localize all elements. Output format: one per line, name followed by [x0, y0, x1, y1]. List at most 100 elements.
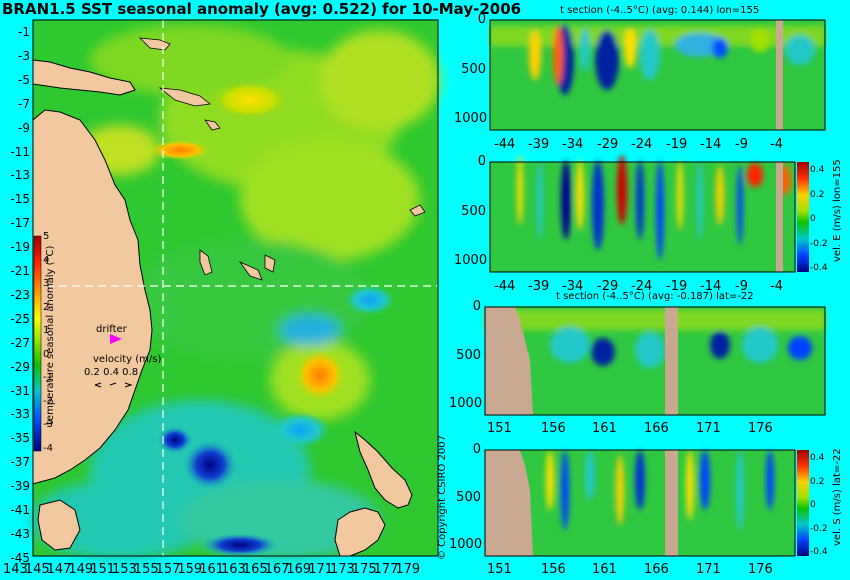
lon-tick-label: 167 [264, 562, 290, 577]
drifter-label: drifter [96, 324, 127, 335]
panel-2-x-tick: -34 [562, 279, 584, 294]
panel-1-x-tick: -29 [597, 137, 619, 152]
panel-4-colorbar-tick: 0.4 [810, 453, 825, 463]
lat-tick-label: -35 [10, 431, 30, 446]
panel-2-x-tick: -44 [494, 279, 516, 294]
lon-tick-label: 179 [395, 562, 421, 577]
lon-tick-label: 151 [90, 562, 116, 577]
panel-4-x-tick: 156 [541, 562, 566, 577]
panel-2-colorbar-tick: -0.2 [810, 238, 828, 249]
colorbar-tick-label: 1 [43, 325, 50, 336]
colorbar-tick-label: -2 [43, 395, 53, 407]
lon-tick-label: 173 [330, 562, 355, 577]
panel-4-colorbar-tick: -0.4 [810, 547, 828, 557]
panel-1-x-tick: -14 [700, 137, 722, 152]
panel-4-x-tick: 161 [592, 562, 617, 577]
colorbar-tick-label: -4 [43, 442, 53, 454]
lat-tick-label: -9 [18, 120, 30, 135]
lat-tick-label: -11 [10, 144, 30, 159]
lat-tick-label: -33 [10, 407, 30, 422]
lon-tick-label: 159 [177, 562, 203, 577]
panel-2-colorbar-tick: 0 [810, 214, 816, 224]
panel-3-x-tick: 156 [541, 421, 566, 436]
lon-tick-label: 169 [286, 562, 312, 577]
lon-tick-label: 153 [112, 562, 137, 577]
lat-tick-label: -45 [10, 550, 30, 565]
lon-tick-label: 143 [3, 562, 28, 577]
lat-tick-label: -5 [18, 72, 30, 87]
panel-4-colorbar-tick: 0 [810, 500, 816, 510]
map-colorbar-label: temperature seasonal anomaly (°C) [45, 245, 56, 425]
panel-4-colorbar [797, 450, 809, 556]
panel-2-x-tick: -24 [631, 279, 653, 294]
panel-2-y-tick: 500 [461, 203, 486, 219]
panel-2-x-tick: -9 [735, 279, 748, 294]
colorbar-tick-label: -1 [43, 372, 53, 383]
lon-tick-label: 165 [242, 562, 268, 577]
panel-2-x-tick: -14 [700, 279, 722, 294]
panel-1-x-tick: -44 [494, 137, 516, 152]
panel-1-x-tick: -39 [528, 137, 550, 152]
lon-tick-label: 155 [133, 562, 159, 577]
panel-4-colorbar-tick: -0.2 [810, 523, 828, 534]
panel-1-x-tick: -24 [631, 137, 653, 152]
lon-tick-label: 157 [155, 562, 181, 577]
panel-2-side-label: vel. E (m/s) lon=155 [832, 159, 843, 262]
land-islands [158, 87, 426, 281]
lon-tick-label: 175 [351, 562, 377, 577]
lat-tick-label: -23 [10, 287, 30, 302]
panel-1-x-tick: -34 [562, 137, 584, 152]
map-colorbar [33, 235, 42, 452]
lon-tick-label: 145 [24, 562, 50, 577]
panel-4-side-label: vel. S (m/s) lat=-22 [832, 448, 843, 546]
velocity-label: velocity (m/s) [93, 354, 162, 365]
panel-3-x-tick: 171 [696, 421, 721, 436]
panel-1-x-tick: -4 [770, 137, 783, 152]
panel-1-y-tick: 1000 [454, 111, 488, 126]
panel-2-colorbar [797, 162, 809, 272]
panel-3-y-tick: 500 [456, 347, 481, 363]
colorbar-tick-label: 4 [43, 254, 50, 266]
land-new-zealand [334, 430, 413, 557]
lat-tick-label: -15 [10, 192, 30, 207]
panel-4-colorbar-tick: 0.2 [810, 476, 825, 487]
lat-tick-label: -31 [10, 383, 30, 398]
lon-tick-label: 177 [373, 562, 399, 577]
main-title: BRAN1.5 SST seasonal anomaly (avg: 0.522… [2, 0, 522, 18]
lon-tick-label: 171 [308, 562, 334, 577]
lat-tick-label: -25 [10, 311, 30, 326]
lon-tick-label: 147 [46, 562, 72, 577]
panel-3-x-tick: 151 [487, 421, 512, 436]
panel-1-title: t section (-4..5°C) (avg: 0.144) lon=155 [560, 5, 760, 16]
colorbar-tick-label: -3 [43, 419, 53, 430]
lat-tick-label: -39 [10, 479, 30, 494]
panel-3-y-tick: 1000 [449, 396, 483, 412]
drifter-marker [110, 334, 122, 344]
lat-tick-label: -17 [10, 216, 30, 231]
panel-1-x-tick: -19 [666, 137, 688, 152]
panel-1-x-tick: -9 [735, 137, 748, 152]
lat-tick-label: -13 [10, 168, 30, 183]
lat-tick-label: -29 [10, 359, 30, 374]
panel-2-y-tick: 1000 [454, 253, 488, 268]
lat-tick-label: -1 [18, 25, 30, 39]
lat-tick-label: -43 [10, 526, 30, 541]
panel-2-x-tick: -19 [666, 279, 688, 294]
panel-2-colorbar-tick: 0.2 [810, 189, 825, 200]
colorbar-tick-label: 3 [43, 278, 50, 289]
lon-tick-label: 163 [221, 562, 246, 577]
panel-2-x-tick: -4 [770, 279, 783, 294]
copyright: © Copyright CSIRO 2007 [437, 435, 448, 560]
panel-4-x-tick: 176 [748, 562, 773, 577]
lat-tick-label: -7 [18, 96, 30, 111]
panel-2-colorbar-tick: 0.4 [810, 165, 825, 175]
velocity-scale: 0.2 0.4 0.8 [84, 367, 139, 378]
panel-4-y-tick: 500 [456, 489, 481, 505]
panel-4-heatmap [485, 450, 809, 556]
colorbar-tick-label: 2 [43, 301, 50, 313]
lat-tick-label: -19 [10, 240, 30, 255]
panel-4-x-tick: 166 [644, 562, 669, 577]
panel-3-x-tick: 166 [644, 421, 669, 436]
lat-tick-label: -27 [10, 335, 30, 350]
panel-2-x-tick: -39 [528, 279, 550, 294]
